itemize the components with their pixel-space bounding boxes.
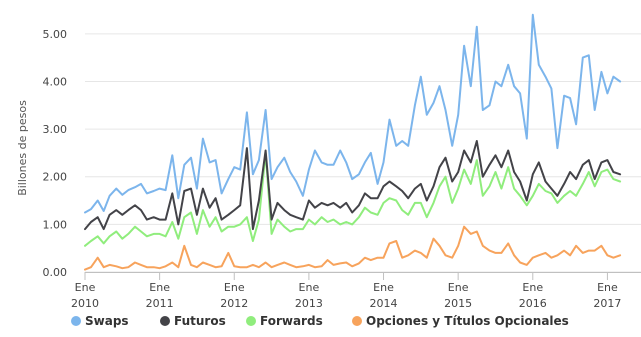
x-tick-label-month: Ene — [448, 281, 469, 294]
y-tick-label: 3.00 — [43, 123, 68, 136]
legend-marker — [160, 316, 170, 326]
y-axis-title: Billones de pesos — [16, 100, 29, 196]
y-tick-label: 2.00 — [43, 171, 68, 184]
x-tick-label-month: Ene — [522, 281, 543, 294]
x-tick-label-year: 2016 — [519, 297, 547, 310]
axis-layer: 0.00 1.00 2.00 3.00 4.00 5.00 Ene 2010 Ene 2011 En… — [43, 28, 641, 310]
x-tick-label-year: 2017 — [593, 297, 621, 310]
y-tick-label: 5.00 — [43, 28, 68, 41]
legend: Swaps Futuros Forwards Opciones y Títulos O… — [71, 314, 569, 328]
x-tick-label-month: Ene — [373, 281, 394, 294]
legend-marker — [71, 316, 81, 326]
legend-marker — [352, 316, 362, 326]
x-tick-label-month: Ene — [224, 281, 245, 294]
x-tick-label-month: Ene — [149, 281, 170, 294]
x-tick-label-month: Ene — [299, 281, 320, 294]
series-layer — [85, 15, 620, 270]
legend-label: Forwards — [260, 314, 323, 328]
legend-label: Futuros — [174, 314, 226, 328]
y-tick-label: 1.00 — [43, 218, 68, 231]
x-tick-label-year: 2010 — [71, 297, 99, 310]
x-tick-label-year: 2013 — [295, 297, 323, 310]
x-tick-label-month: Ene — [75, 281, 96, 294]
series-line-opciones — [85, 227, 620, 270]
x-tick-label-year: 2011 — [146, 297, 174, 310]
legend-label: Swaps — [85, 314, 129, 328]
grid-layer — [85, 34, 641, 272]
x-tick-label-year: 2014 — [370, 297, 398, 310]
x-tick-label-year: 2012 — [220, 297, 248, 310]
legend-label: Opciones y Títulos Opcionales — [366, 314, 569, 328]
legend-marker — [246, 316, 256, 326]
y-tick-label: 4.00 — [43, 75, 68, 88]
x-tick-label-month: Ene — [597, 281, 618, 294]
x-tick-label-year: 2015 — [444, 297, 472, 310]
series-line-swaps — [85, 15, 620, 213]
y-tick-label: 0.00 — [43, 266, 68, 279]
